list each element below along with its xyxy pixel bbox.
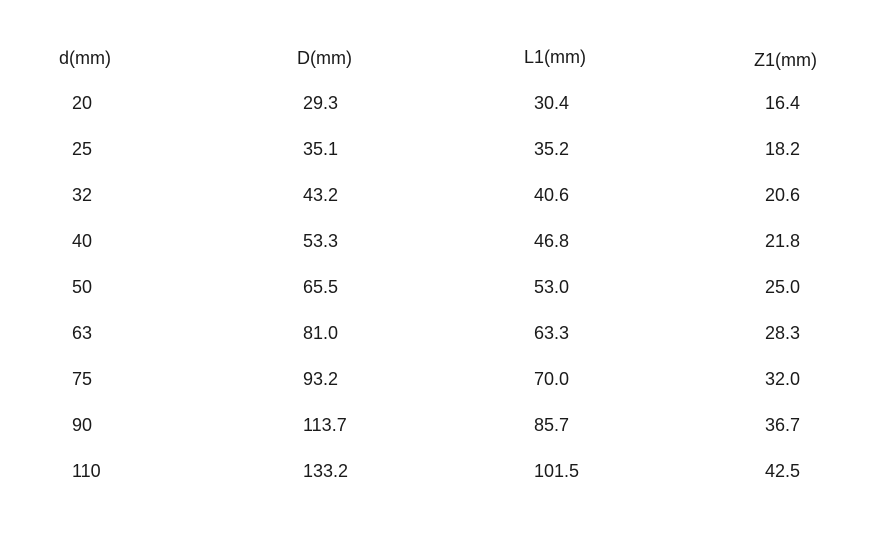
table-cell-d: 43.2: [303, 185, 339, 205]
table-cell-d: 93.2: [303, 369, 339, 389]
table-cell-l1: 70.0: [534, 369, 570, 389]
table-cell-l1: 30.4: [534, 93, 570, 113]
table-cell-d: 110: [72, 461, 101, 481]
table-cell-l1: 46.8: [534, 231, 570, 251]
table-cell-d: 25: [72, 139, 93, 159]
table-cell-d: 35.1: [303, 139, 339, 159]
table-cell-z1: 20.6: [765, 185, 801, 205]
column-header-d: D(mm): [297, 48, 352, 68]
table-cell-l1: 101.5: [534, 461, 580, 481]
table-cell-z1: 36.7: [765, 415, 801, 435]
table-cell-l1: 35.2: [534, 139, 570, 159]
table-cell-d: 63: [72, 323, 93, 343]
table-cell-d: 81.0: [303, 323, 339, 343]
column-header-z1: Z1(mm): [754, 50, 817, 70]
table-cell-z1: 16.4: [765, 93, 801, 113]
table-cell-l1: 63.3: [534, 323, 570, 343]
table-cell-d: 113.7: [303, 415, 347, 435]
table-cell-l1: 53.0: [534, 277, 570, 297]
table-cell-z1: 28.3: [765, 323, 801, 343]
table-cell-d: 20: [72, 93, 93, 113]
table-cell-d: 133.2: [303, 461, 349, 481]
table-cell-d: 50: [72, 277, 93, 297]
table-cell-z1: 32.0: [765, 369, 801, 389]
column-header-l1: L1(mm): [524, 47, 586, 67]
table-cell-z1: 18.2: [765, 139, 801, 159]
table-cell-d: 53.3: [303, 231, 339, 251]
table-cell-z1: 42.5: [765, 461, 801, 481]
table-cell-z1: 25.0: [765, 277, 801, 297]
table-cell-l1: 85.7: [534, 415, 570, 435]
table-cell-l1: 40.6: [534, 185, 570, 205]
table-cell-d: 75: [72, 369, 93, 389]
table-cell-d: 32: [72, 185, 93, 205]
table-cell-d: 90: [72, 415, 93, 435]
table-cell-d: 65.5: [303, 277, 339, 297]
table-cell-z1: 21.8: [765, 231, 801, 251]
table-cell-d: 40: [72, 231, 93, 251]
table-cell-d: 29.3: [303, 93, 339, 113]
column-header-d: d(mm): [59, 48, 111, 68]
